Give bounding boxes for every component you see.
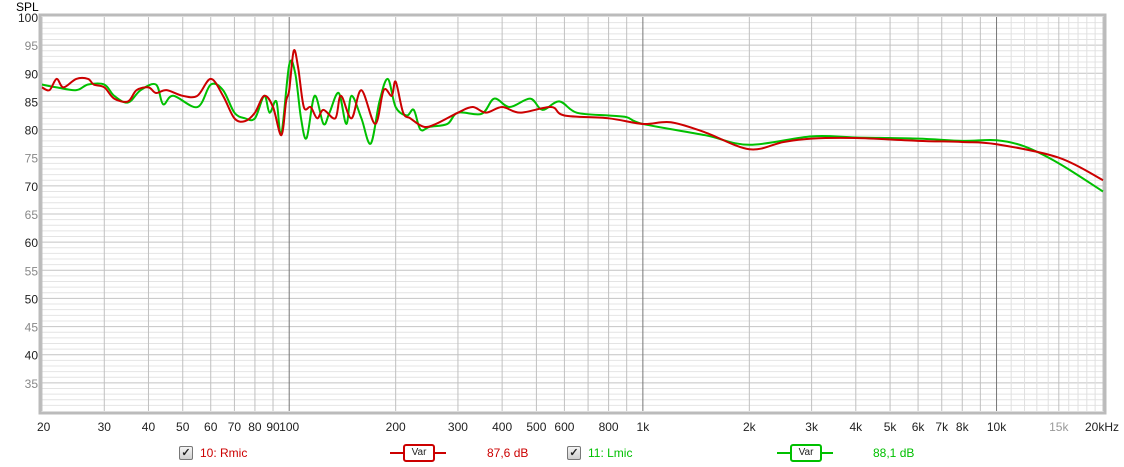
x-tick-label: 90 [266, 420, 280, 434]
legend-item-lmic: ✓ 11: Lmic [567, 444, 632, 462]
x-tick-label: 15k [1049, 420, 1069, 434]
y-tick-label: 35 [25, 377, 39, 391]
x-tick-label: 70 [228, 420, 242, 434]
x-tick-label: 600 [554, 420, 574, 434]
x-tick-label: 40 [142, 420, 156, 434]
x-tick-label: 20 [37, 420, 51, 434]
x-tick-label: 2k [743, 420, 757, 434]
x-tick-label: 5k [884, 420, 898, 434]
x-tick-label: 300 [448, 420, 468, 434]
rmic-smoothing-label: Var [403, 444, 435, 462]
x-tick-label: 3k [805, 420, 819, 434]
series-line-rmic [41, 49, 1104, 182]
y-tick-label: 55 [25, 264, 39, 278]
y-tick-label: 50 [25, 292, 39, 306]
y-tick-label: 70 [25, 180, 39, 194]
y-tick-label: 100 [18, 11, 38, 25]
lmic-smoothing-label: Var [790, 444, 822, 462]
x-tick-label: 200 [386, 420, 406, 434]
x-tick-label: 7k [935, 420, 949, 434]
lmic-level: 88,1 dB [873, 446, 915, 460]
x-tick-label: 8k [956, 420, 970, 434]
rmic-smoothing-button[interactable]: Var [390, 444, 446, 462]
y-axis-label: SPL [16, 0, 39, 14]
y-tick-label: 95 [25, 39, 39, 53]
lmic-label: 11: Lmic [588, 446, 633, 460]
x-tick-label: 6k [912, 420, 926, 434]
x-tick-label: 20kHz [1085, 420, 1119, 434]
x-tick-label: 100 [279, 420, 299, 434]
x-tick-label: 50 [176, 420, 190, 434]
rmic-level: 87,6 dB [487, 446, 529, 460]
y-tick-label: 45 [25, 321, 39, 335]
x-tick-label: 30 [98, 420, 112, 434]
lmic-checkbox[interactable]: ✓ [567, 446, 581, 460]
lmic-smoothing-button[interactable]: Var [777, 444, 833, 462]
x-tick-label: 4k [849, 420, 863, 434]
y-tick-label: 80 [25, 124, 39, 138]
y-tick-label: 85 [25, 95, 39, 109]
x-tick-label: 800 [599, 420, 619, 434]
y-tick-label: 75 [25, 152, 39, 166]
rmic-label: 10: Rmic [200, 446, 248, 460]
y-tick-label: 60 [25, 236, 39, 250]
x-tick-label: 400 [492, 420, 512, 434]
legend-item-rmic: ✓ 10: Rmic [179, 444, 247, 462]
y-tick-label: 90 [25, 67, 39, 81]
y-tick-label: 40 [25, 349, 39, 363]
rmic-checkbox[interactable]: ✓ [179, 446, 193, 460]
y-tick-label: 65 [25, 208, 39, 222]
x-tick-label: 10k [987, 420, 1007, 434]
chart-svg[interactable]: SPL 100 95 90 85 80 75 70 65 60 55 50 45 40 35 20 30 40… [0, 0, 1124, 440]
x-tick-label: 60 [204, 420, 218, 434]
x-tick-label: 1k [637, 420, 651, 434]
x-tick-label: 80 [248, 420, 262, 434]
x-tick-label: 500 [526, 420, 546, 434]
